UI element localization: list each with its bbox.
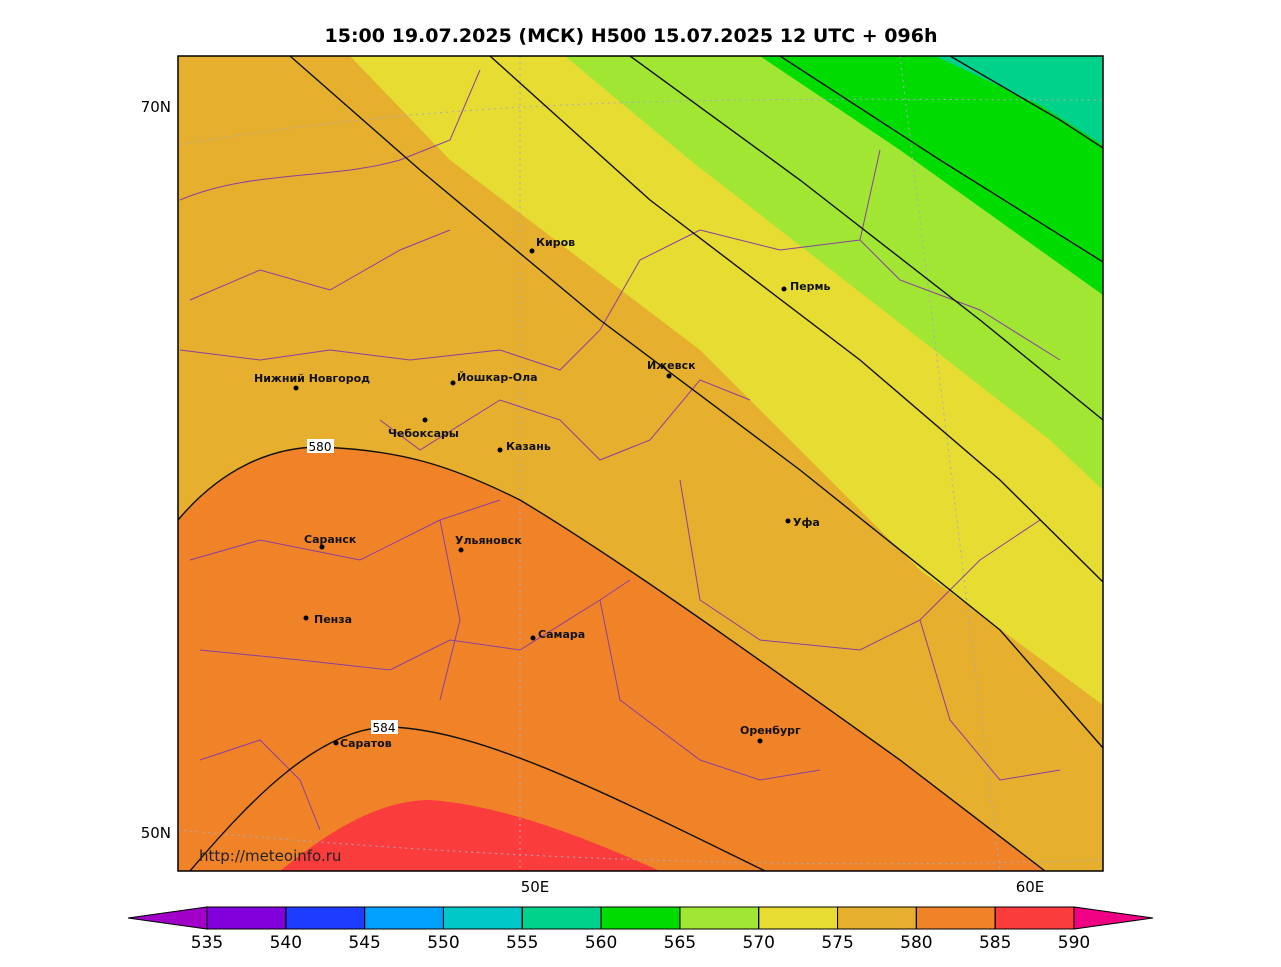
- city-label: Саранск: [304, 533, 357, 546]
- colorbar-extend: [1073, 906, 1154, 930]
- colorbar: 535 540 545 550 555 560 565 570 575 580 585 590: [127, 906, 1154, 953]
- city-label: Чебоксары: [388, 427, 459, 440]
- band-560: [760, 56, 1103, 295]
- colorbar-label: 555: [506, 933, 538, 953]
- city-label: Казань: [506, 440, 551, 453]
- colorbar-extend: [127, 906, 208, 930]
- colorbar-label: 580: [900, 933, 932, 953]
- contour-line: [779, 56, 1103, 263]
- band-585: [280, 800, 660, 871]
- label-bg: [371, 720, 398, 734]
- contour-line: [189, 726, 766, 871]
- colorbar-box: [521, 906, 602, 930]
- colorbar-box: [915, 906, 996, 930]
- colorbar-label: 590: [1058, 933, 1090, 953]
- lon-label: 60E: [1016, 878, 1045, 896]
- colorbar-box: [679, 906, 760, 930]
- city-label: Йошкар-Ола: [457, 371, 538, 384]
- city-label: Саратов: [340, 737, 392, 750]
- label-bg: [307, 439, 334, 453]
- colorbar-box: [206, 906, 287, 930]
- contour-line: [489, 56, 1103, 583]
- map-frame: [177, 55, 1104, 872]
- colorbar-label: 545: [348, 933, 380, 953]
- contour-label: 580: [309, 440, 332, 454]
- colorbar-box: [994, 906, 1075, 930]
- colorbar-box: [442, 906, 523, 930]
- colorbar-label: 585: [979, 933, 1011, 953]
- contour-label: 584: [373, 721, 396, 735]
- colorbar-label: 550: [427, 933, 459, 953]
- colorbar-label: 535: [191, 933, 223, 953]
- band-555: [935, 56, 1103, 145]
- city-label: Пермь: [790, 280, 831, 293]
- lat-label: 70N: [141, 98, 171, 116]
- colorbar-label: 575: [821, 933, 853, 953]
- contour-line: [178, 446, 1046, 871]
- map: [178, 56, 1103, 871]
- colorbar-label: 565: [664, 933, 696, 953]
- colorbar-label: 560: [585, 933, 617, 953]
- city-label: Киров: [536, 236, 575, 249]
- colorbar-label: 570: [743, 933, 775, 953]
- contour-line: [289, 56, 1103, 749]
- contour-line: [629, 56, 1103, 421]
- city-label: Уфа: [793, 516, 820, 529]
- colorbar-box: [285, 906, 366, 930]
- region-borders: [179, 69, 1061, 831]
- credit: http://meteoinfo.ru: [199, 847, 341, 865]
- colorbar-label: 540: [270, 933, 302, 953]
- city-label: Оренбург: [740, 724, 801, 737]
- city-label: Самара: [538, 628, 585, 641]
- city-label: Пенза: [314, 613, 352, 626]
- lat-label: 50N: [141, 824, 171, 842]
- lon-label: 50E: [521, 878, 550, 896]
- colorbar-box: [600, 906, 681, 930]
- colorbar-box: [758, 906, 839, 930]
- city-label: Ульяновск: [455, 534, 522, 547]
- colorbar-box: [364, 906, 444, 930]
- title: 15:00 19.07.2025 (МСК) H500 15.07.2025 1…: [325, 25, 938, 47]
- city-dots: [293, 248, 791, 746]
- colorbar-box: [837, 906, 917, 930]
- contour-line: [949, 56, 1103, 149]
- city-label: Нижний Новгород: [254, 372, 370, 385]
- city-label: Ижевск: [647, 359, 696, 372]
